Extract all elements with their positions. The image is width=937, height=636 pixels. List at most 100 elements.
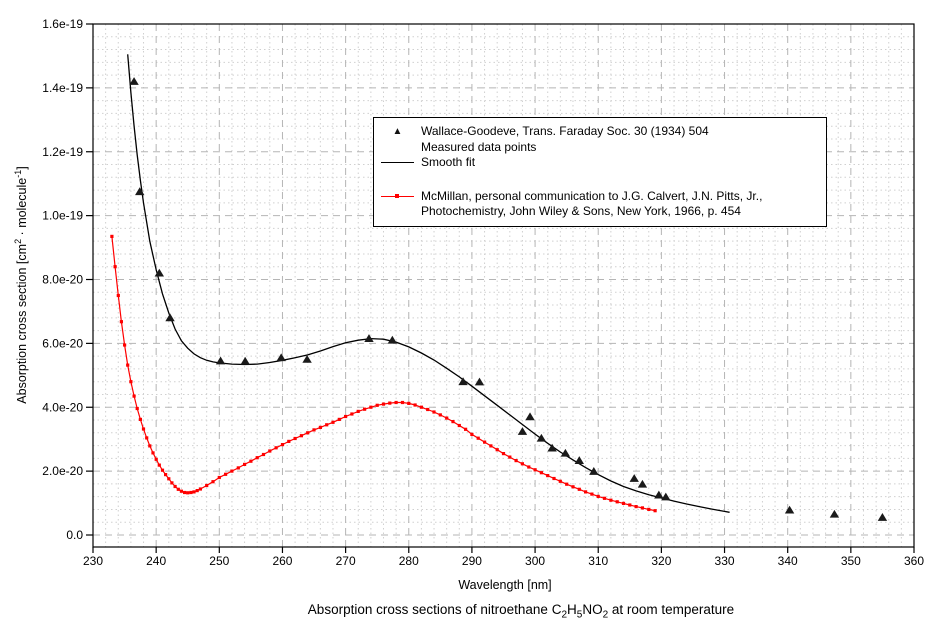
mcmillan-point-marker: [164, 473, 168, 477]
mcmillan-point-marker: [388, 401, 392, 405]
y-tick-label: 4.0e-20: [42, 400, 83, 414]
mcmillan-point-marker: [325, 423, 329, 427]
mcmillan-point-marker: [123, 343, 127, 347]
legend-mcmillan-lines: McMillan, personal communication to J.G.…: [421, 189, 762, 220]
axis-ticks: [86, 23, 915, 553]
mcmillan-point-marker: [337, 417, 341, 421]
wallace-triangle-marker: [458, 377, 468, 386]
mcmillan-point-marker: [192, 490, 196, 494]
mcmillan-point-marker: [584, 490, 588, 494]
triangle-marker-icon: ▲: [392, 125, 403, 137]
y-tick-label: 6.0e-20: [42, 336, 83, 350]
mcmillan-point-marker: [489, 444, 493, 448]
mcmillan-point-marker: [602, 496, 607, 500]
wallace-triangle-marker: [215, 356, 226, 365]
wallace-goodeve-points: [129, 77, 888, 521]
wallace-triangle-marker: [364, 334, 374, 342]
x-tick-label: 290: [462, 554, 482, 568]
legend-marker-cell: ▲: [374, 124, 421, 140]
mcmillan-point-marker: [113, 265, 117, 269]
mcmillan-point-marker: [558, 479, 562, 483]
mcmillan-point-marker: [205, 483, 209, 488]
mcmillan-point-marker: [451, 420, 455, 424]
caption-text4: at room temperature: [608, 602, 735, 617]
mcmillan-point-marker: [432, 410, 436, 414]
mcmillan-point-marker: [195, 489, 199, 493]
x-tick-label: 270: [336, 554, 356, 568]
caption-sub3: 2: [602, 609, 609, 621]
mcmillan-point-marker: [211, 480, 215, 484]
mcmillan-point-marker: [331, 420, 335, 424]
mcmillan-point-marker: [135, 406, 139, 411]
x-tick-label: 340: [778, 554, 798, 568]
mcmillan-point-marker: [183, 490, 187, 495]
mcmillan-point-marker: [141, 427, 146, 431]
mcmillan-point-marker: [527, 465, 531, 469]
mcmillan-point-marker: [381, 402, 386, 406]
mcmillan-point-marker: [495, 448, 499, 452]
mcmillan-point-marker: [126, 363, 130, 367]
legend-mcmillan-line2: Photochemistry, John Wiley & Sons, New Y…: [421, 204, 741, 218]
mcmillan-point-marker: [356, 409, 360, 413]
mcmillan-point-marker: [483, 440, 487, 444]
mcmillan-curve: [110, 234, 657, 513]
mcmillan-point-marker: [280, 443, 285, 447]
mcmillan-point-marker: [167, 477, 171, 481]
mcmillan-point-marker: [151, 451, 155, 455]
mcmillan-point-marker: [508, 455, 512, 459]
mcmillan-point-marker: [154, 457, 158, 461]
mcmillan-square-marker-icon: [395, 194, 399, 199]
mcmillan-point-marker: [501, 452, 506, 456]
legend: ▲ Wallace-Goodeve, Trans. Faraday Soc. 3…: [373, 117, 827, 227]
mcmillan-point-marker: [445, 416, 449, 420]
wallace-triangle-marker: [517, 427, 528, 435]
mcmillan-point-marker: [590, 492, 594, 496]
y-tick-label: 0.0: [66, 528, 83, 542]
mcmillan-point-marker: [274, 446, 278, 450]
mcmillan-point-marker: [577, 487, 581, 491]
wallace-triangle-marker: [129, 77, 139, 85]
mcmillan-point-marker: [224, 472, 228, 476]
legend-wallace-line1: Wallace-Goodeve, Trans. Faraday Soc. 30 …: [421, 124, 709, 138]
major-gridlines: [93, 24, 914, 547]
legend-entry-wallace-cont: Measured data points: [374, 140, 826, 156]
mcmillan-point-marker: [634, 505, 638, 509]
mcmillan-point-marker: [119, 320, 123, 324]
mcmillan-point-marker: [419, 405, 423, 409]
mcmillan-point-marker: [249, 459, 253, 463]
mcmillan-point-marker: [394, 400, 398, 405]
wallace-triangle-marker: [654, 490, 664, 499]
x-tick-label: 240: [146, 554, 166, 568]
wallace-triangle-marker: [574, 456, 584, 464]
mcmillan-point-marker: [476, 436, 480, 440]
x-tick-label: 280: [399, 554, 419, 568]
y-tick-label: 1.0e-19: [42, 209, 83, 223]
x-tick-label: 230: [83, 554, 103, 568]
mcmillan-point-marker: [318, 425, 322, 429]
mcmillan-point-marker: [470, 432, 474, 436]
legend-entry-mcmillan: McMillan, personal communication to J.G.…: [374, 189, 826, 220]
mcmillan-point-marker: [426, 407, 430, 412]
mcmillan-point-marker: [145, 436, 149, 440]
x-tick-label: 310: [588, 554, 608, 568]
mcmillan-point-marker: [186, 491, 190, 495]
mcmillan-point-marker: [457, 423, 461, 428]
y-axis-title-text: Absorption cross section [cm: [15, 243, 30, 404]
mcmillan-point-marker: [350, 412, 354, 416]
mcmillan-point-marker: [653, 509, 657, 513]
mcmillan-point-marker: [299, 434, 303, 438]
caption-sub: 2: [561, 609, 568, 621]
mcmillan-point-marker: [230, 469, 234, 473]
mcmillan-point-marker: [533, 468, 537, 472]
wallace-triangle-marker: [661, 492, 671, 501]
legend-smooth-label: Smooth fit: [421, 155, 476, 169]
x-tick-label: 320: [651, 554, 671, 568]
mcmillan-point-marker: [615, 500, 619, 504]
caption-text: Absorption cross sections of nitroethane…: [307, 602, 562, 617]
legend-marker-cell: [374, 155, 421, 171]
mcmillan-point-marker: [546, 474, 550, 478]
wallace-triangle-marker: [240, 356, 250, 365]
y-tick-label: 1.2e-19: [42, 145, 83, 159]
mcmillan-point-marker: [110, 234, 114, 238]
mcmillan-point-marker: [552, 476, 556, 481]
